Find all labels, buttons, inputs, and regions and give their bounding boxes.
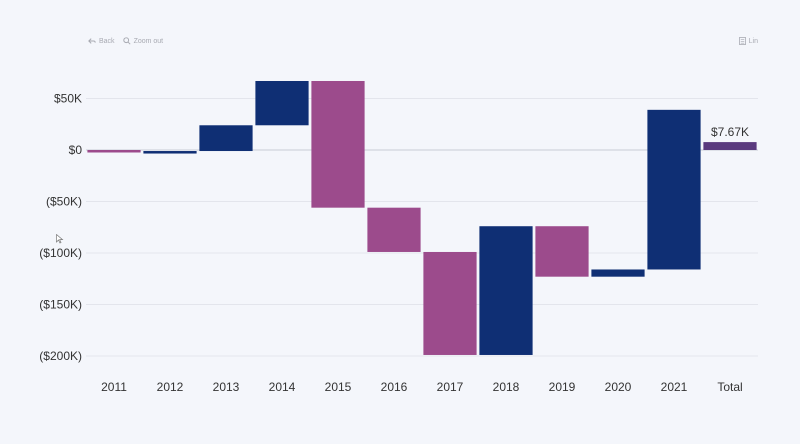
x-category-label: 2014 bbox=[269, 380, 296, 394]
waterfall-bar[interactable] bbox=[367, 207, 421, 252]
x-category-label: 2016 bbox=[381, 380, 408, 394]
view-toggle-label: Lin bbox=[748, 37, 758, 45]
waterfall-bar[interactable] bbox=[479, 226, 533, 355]
y-tick-label: $50K bbox=[54, 92, 82, 106]
waterfall-bar[interactable] bbox=[199, 125, 253, 152]
x-category-label: 2012 bbox=[157, 380, 184, 394]
x-category-label: 2015 bbox=[325, 380, 352, 394]
x-category-label: 2018 bbox=[493, 380, 520, 394]
document-icon bbox=[738, 37, 746, 45]
waterfall-bar[interactable] bbox=[423, 251, 477, 355]
waterfall-bar[interactable] bbox=[255, 80, 309, 126]
magnifier-icon bbox=[122, 37, 131, 45]
view-toggle-button[interactable]: Lin bbox=[738, 37, 758, 45]
zoom-out-label: Zoom out bbox=[133, 37, 164, 45]
x-category-label: 2013 bbox=[213, 380, 240, 394]
mouse-pointer-icon bbox=[56, 234, 64, 244]
waterfall-bar[interactable] bbox=[535, 226, 589, 277]
chart-toolbar: Back Zoom out bbox=[88, 37, 163, 45]
waterfall-bar[interactable] bbox=[311, 80, 365, 208]
x-category-label: 2021 bbox=[661, 380, 688, 394]
zoom-out-button[interactable]: Zoom out bbox=[122, 37, 164, 45]
x-category-label: 2019 bbox=[549, 380, 576, 394]
x-category-label: 2020 bbox=[605, 380, 632, 394]
total-bar[interactable] bbox=[703, 142, 757, 150]
back-label: Back bbox=[99, 37, 115, 45]
x-category-label: 2011 bbox=[101, 380, 127, 394]
waterfall-bar[interactable] bbox=[591, 269, 645, 277]
back-arrow-icon bbox=[88, 38, 96, 44]
y-tick-label: ($150K) bbox=[39, 298, 82, 312]
back-button[interactable]: Back bbox=[88, 37, 115, 45]
waterfall-bar[interactable] bbox=[143, 151, 197, 154]
x-category-label: Total bbox=[717, 380, 742, 394]
total-data-label: $7.67K bbox=[711, 125, 749, 139]
y-tick-label: $0 bbox=[69, 143, 83, 157]
y-tick-label: ($200K) bbox=[39, 349, 82, 363]
y-tick-label: ($50K) bbox=[46, 195, 82, 209]
y-tick-label: ($100K) bbox=[39, 246, 82, 260]
x-category-label: 2017 bbox=[437, 380, 464, 394]
waterfall-bar[interactable] bbox=[87, 150, 141, 153]
waterfall-bar[interactable] bbox=[647, 109, 701, 270]
